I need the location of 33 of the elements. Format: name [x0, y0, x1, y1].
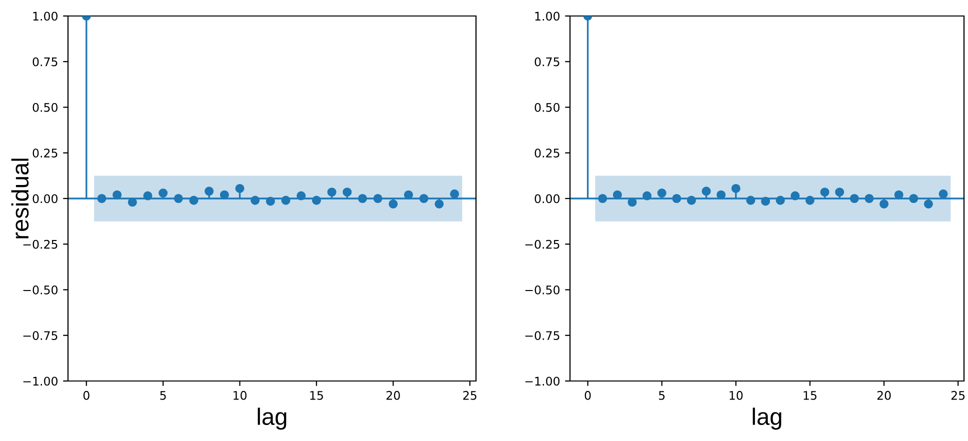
- y-tick-label: 0.75: [534, 57, 560, 66]
- x-tick-label: 20: [877, 390, 891, 400]
- y-tick-label: 0.00: [32, 194, 58, 204]
- x-tick-label: 25: [951, 390, 965, 400]
- y-tick-label: 1.00: [535, 12, 560, 21]
- y-tick-label: 0.75: [32, 57, 58, 66]
- x-tick-label: 5: [658, 391, 665, 400]
- y-tick-label: 0.25: [534, 148, 560, 158]
- x-tick-label: 10: [730, 390, 743, 400]
- y-tick-label: 1.00: [33, 12, 58, 21]
- x-tick-label: 20: [386, 390, 400, 400]
- y-tick-label: −0.50: [23, 285, 58, 294]
- x-tick-label: 25: [463, 390, 476, 400]
- y-tick-label: 0.25: [32, 148, 58, 158]
- y-tick-label: −0.25: [525, 240, 560, 249]
- y-tick-label: −1.00: [23, 376, 58, 386]
- x-tick-label: 0: [584, 390, 591, 400]
- y-tick-label: −0.75: [23, 331, 58, 340]
- x-axis-title: lag: [258, 408, 286, 430]
- y-tick-label: −0.25: [23, 240, 58, 249]
- y-tick-label: 0.50: [534, 102, 560, 112]
- y-axis-title: residual: [11, 158, 29, 238]
- y-tick-label: −0.75: [525, 331, 560, 340]
- y-tick-label: −0.50: [525, 285, 560, 294]
- y-tick-label: 0.00: [534, 194, 560, 204]
- x-tick-label: 15: [804, 391, 816, 400]
- x-axis-title: lag: [752, 408, 782, 430]
- x-tick-label: 0: [83, 390, 90, 400]
- y-tick-label: −1.00: [525, 376, 560, 386]
- x-tick-label: 5: [160, 391, 166, 400]
- y-tick-label: 0.50: [32, 102, 58, 112]
- x-tick-label: 15: [310, 391, 323, 400]
- x-tick-label: 10: [234, 390, 247, 400]
